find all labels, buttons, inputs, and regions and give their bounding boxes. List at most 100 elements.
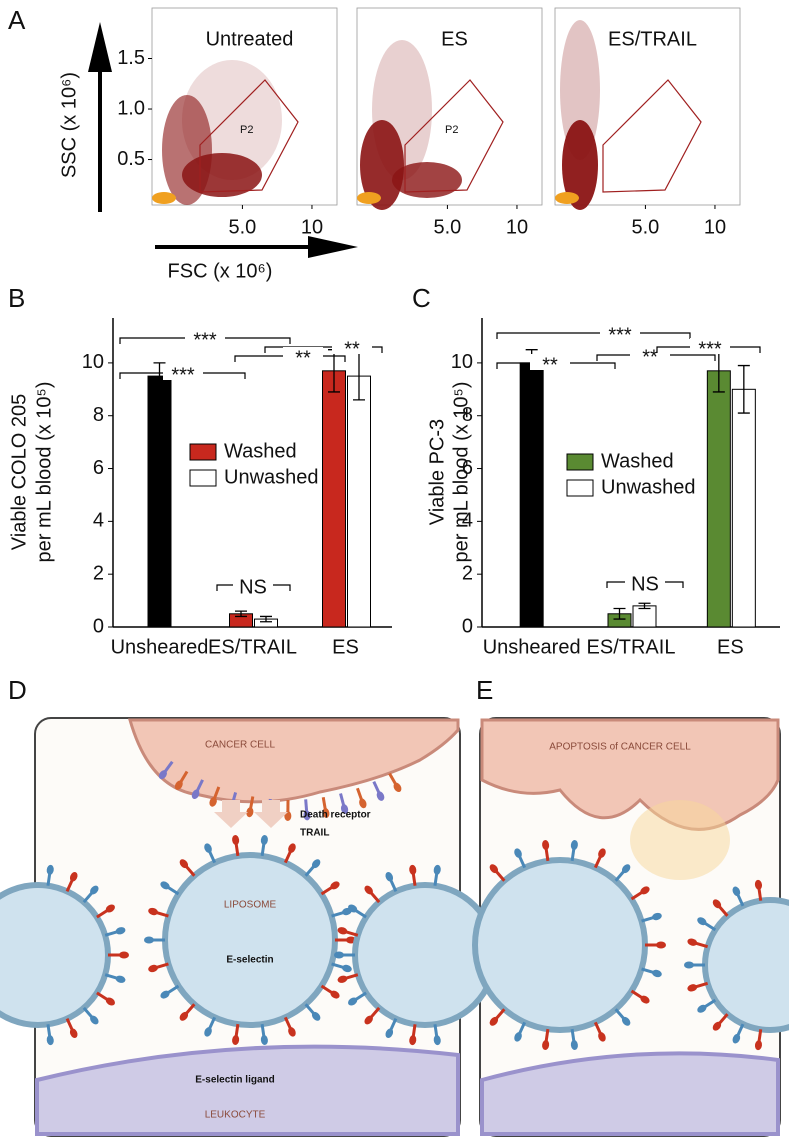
x-tick-label: 5.0 bbox=[632, 216, 660, 238]
density-cloud bbox=[360, 120, 404, 210]
y-tick-label: 0 bbox=[462, 615, 473, 637]
receptor-head bbox=[330, 881, 340, 890]
receptor-head bbox=[232, 1034, 240, 1045]
y-axis-label: Viable PC-3 bbox=[426, 419, 448, 525]
x-tick-label: 10 bbox=[506, 216, 528, 238]
bracket-label-bg bbox=[690, 338, 730, 354]
receptor-head bbox=[570, 1039, 578, 1050]
plot-title: ES bbox=[441, 28, 468, 50]
legend-swatch bbox=[566, 479, 594, 497]
y-tick-label: 0.5 bbox=[117, 148, 145, 170]
receptor-head bbox=[144, 936, 154, 944]
x-axis-label: FSC (x 10⁶) bbox=[168, 260, 273, 282]
receptor-head bbox=[684, 961, 694, 969]
y-tick-label: 4 bbox=[93, 510, 104, 532]
gate-label: P2 bbox=[445, 124, 458, 136]
significance: *** bbox=[698, 338, 722, 360]
bar bbox=[519, 362, 544, 628]
receptor-head bbox=[342, 964, 352, 973]
receptor-head bbox=[148, 964, 158, 973]
significance: *** bbox=[193, 329, 217, 351]
receptor-head bbox=[433, 1035, 441, 1046]
receptor-head bbox=[385, 1028, 394, 1039]
plot-title: Untreated bbox=[206, 28, 294, 50]
y-tick-label: 10 bbox=[82, 351, 104, 373]
density-core bbox=[152, 192, 176, 204]
receptor-head bbox=[246, 807, 254, 818]
receptor-head bbox=[712, 899, 722, 909]
receptor-head bbox=[303, 810, 311, 821]
panel-label: D bbox=[8, 675, 27, 705]
apoptosis-glow bbox=[630, 800, 730, 880]
receptor-head bbox=[209, 797, 217, 807]
error-bar bbox=[153, 362, 166, 390]
legend-label: Unwashed bbox=[601, 476, 696, 498]
receptor-head bbox=[232, 835, 240, 846]
y-axis-label: per mL blood (x 10⁵) bbox=[33, 382, 55, 563]
receptor-head bbox=[656, 941, 666, 949]
receptor-head bbox=[260, 1034, 268, 1045]
x-tick-label: ES/TRAIL bbox=[208, 636, 297, 658]
receptor-head bbox=[621, 864, 631, 874]
bracket-label-bg bbox=[630, 346, 670, 362]
bar bbox=[147, 375, 172, 628]
significance: ** bbox=[344, 338, 360, 360]
illustration-label: APOPTOSIS of CANCER CELL bbox=[549, 742, 691, 753]
receptor-head bbox=[160, 990, 170, 999]
bracket-label-bg bbox=[600, 324, 640, 340]
panel-label: A bbox=[8, 5, 26, 35]
illustration-label: E-selectin bbox=[226, 955, 273, 966]
panel-label: B bbox=[8, 283, 25, 313]
density-cloud bbox=[392, 162, 462, 198]
receptor-head bbox=[148, 907, 158, 916]
receptor-head bbox=[732, 886, 741, 897]
receptor-head bbox=[288, 1027, 296, 1037]
receptor-head bbox=[105, 997, 115, 1006]
significance: *** bbox=[171, 364, 195, 386]
receptor-head bbox=[288, 843, 296, 853]
bracket-label-bg bbox=[233, 576, 273, 592]
receptor-head bbox=[754, 1040, 763, 1051]
gate bbox=[602, 79, 702, 193]
receptor-head bbox=[598, 848, 606, 858]
receptor-head bbox=[514, 1032, 522, 1042]
significance: *** bbox=[608, 324, 632, 346]
x-tick-label: 5.0 bbox=[229, 216, 257, 238]
bracket-label-bg bbox=[530, 354, 570, 370]
receptor-head bbox=[337, 927, 348, 935]
receptor-head bbox=[204, 843, 212, 853]
bracket-label-bg bbox=[163, 364, 203, 380]
leukocyte-e bbox=[480, 1051, 780, 1136]
error-bar bbox=[260, 615, 272, 623]
receptor-head bbox=[90, 885, 99, 895]
x-tick-label: Unsheared bbox=[483, 636, 581, 658]
liposome bbox=[472, 857, 648, 1033]
receptor-head bbox=[179, 859, 189, 869]
receptor-head bbox=[687, 938, 698, 946]
illustration-label: Death receptor bbox=[300, 810, 371, 821]
liposome bbox=[0, 882, 111, 1028]
bracket-label-bg bbox=[625, 573, 665, 589]
receptor-head bbox=[712, 1021, 722, 1031]
panel-label: C bbox=[412, 283, 431, 313]
receptor-head bbox=[359, 798, 367, 809]
receptor-head bbox=[697, 1004, 707, 1013]
receptor-head bbox=[340, 804, 349, 814]
receptor-head bbox=[330, 990, 340, 999]
receptor-head bbox=[640, 886, 650, 895]
receptor-head bbox=[732, 1033, 741, 1044]
receptor-head bbox=[105, 904, 115, 913]
x-tick-label: ES/TRAIL bbox=[587, 636, 676, 658]
receptor-head bbox=[311, 859, 321, 869]
bracket bbox=[264, 346, 383, 353]
receptor-head bbox=[598, 1032, 606, 1042]
gate bbox=[404, 79, 504, 193]
density-cloud bbox=[182, 60, 282, 180]
illustration-label: TRAIL bbox=[300, 828, 329, 839]
receptor-head bbox=[158, 770, 167, 780]
density-core bbox=[357, 192, 381, 204]
receptor-head bbox=[69, 1028, 78, 1039]
receptor-head bbox=[409, 864, 417, 875]
receptor-head bbox=[687, 984, 698, 992]
